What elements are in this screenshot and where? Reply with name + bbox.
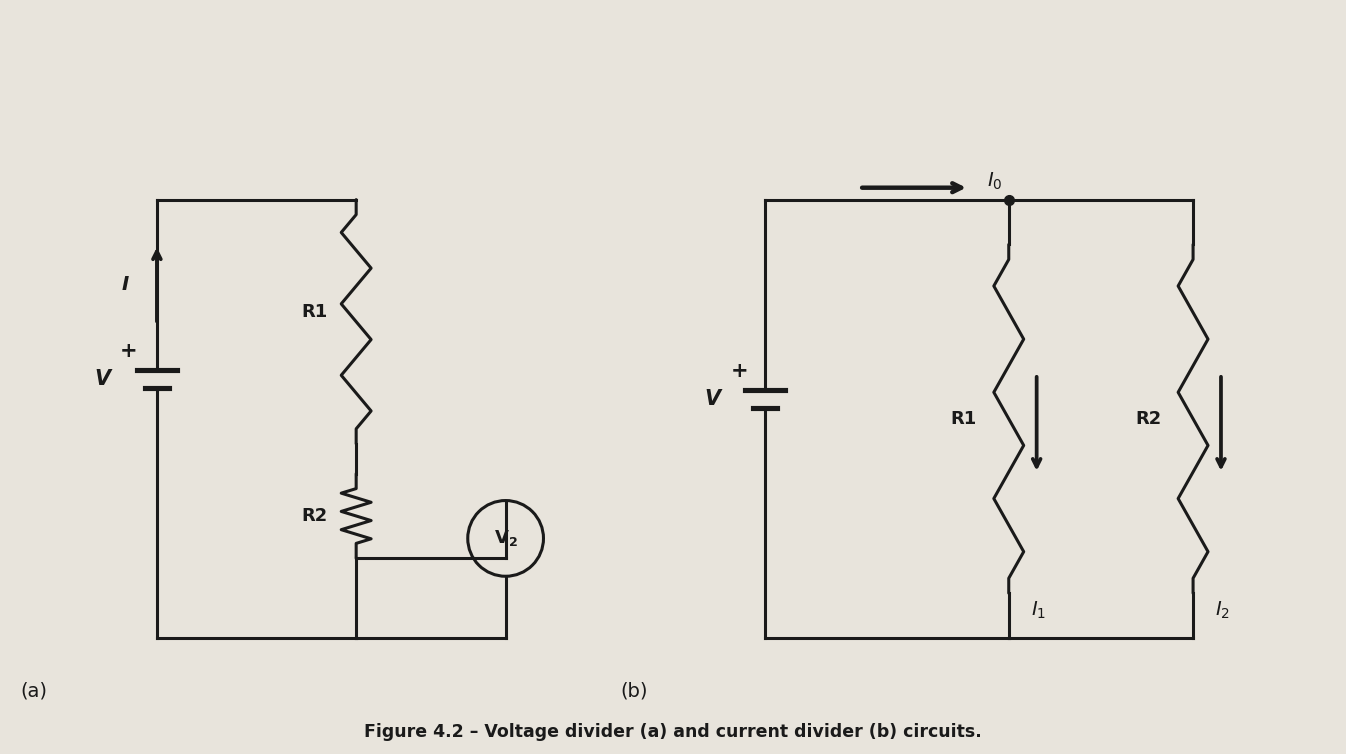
Text: (a): (a) bbox=[20, 682, 47, 700]
Text: +: + bbox=[731, 361, 748, 381]
Text: $\mathbf{V_2}$: $\mathbf{V_2}$ bbox=[494, 529, 518, 548]
Text: R1: R1 bbox=[950, 410, 977, 428]
Text: V: V bbox=[94, 369, 110, 389]
Text: +: + bbox=[120, 341, 137, 361]
Text: I: I bbox=[121, 275, 129, 294]
Text: $I_1$: $I_1$ bbox=[1031, 599, 1046, 621]
Text: R2: R2 bbox=[1135, 410, 1162, 428]
Text: V: V bbox=[705, 389, 721, 409]
Text: $I_2$: $I_2$ bbox=[1215, 599, 1230, 621]
Text: R2: R2 bbox=[302, 507, 327, 525]
Text: $I_0$: $I_0$ bbox=[987, 171, 1003, 192]
Text: Figure 4.2 – Voltage divider (a) and current divider (b) circuits.: Figure 4.2 – Voltage divider (a) and cur… bbox=[365, 722, 981, 740]
Text: R1: R1 bbox=[302, 303, 327, 320]
Text: (b): (b) bbox=[621, 682, 647, 700]
